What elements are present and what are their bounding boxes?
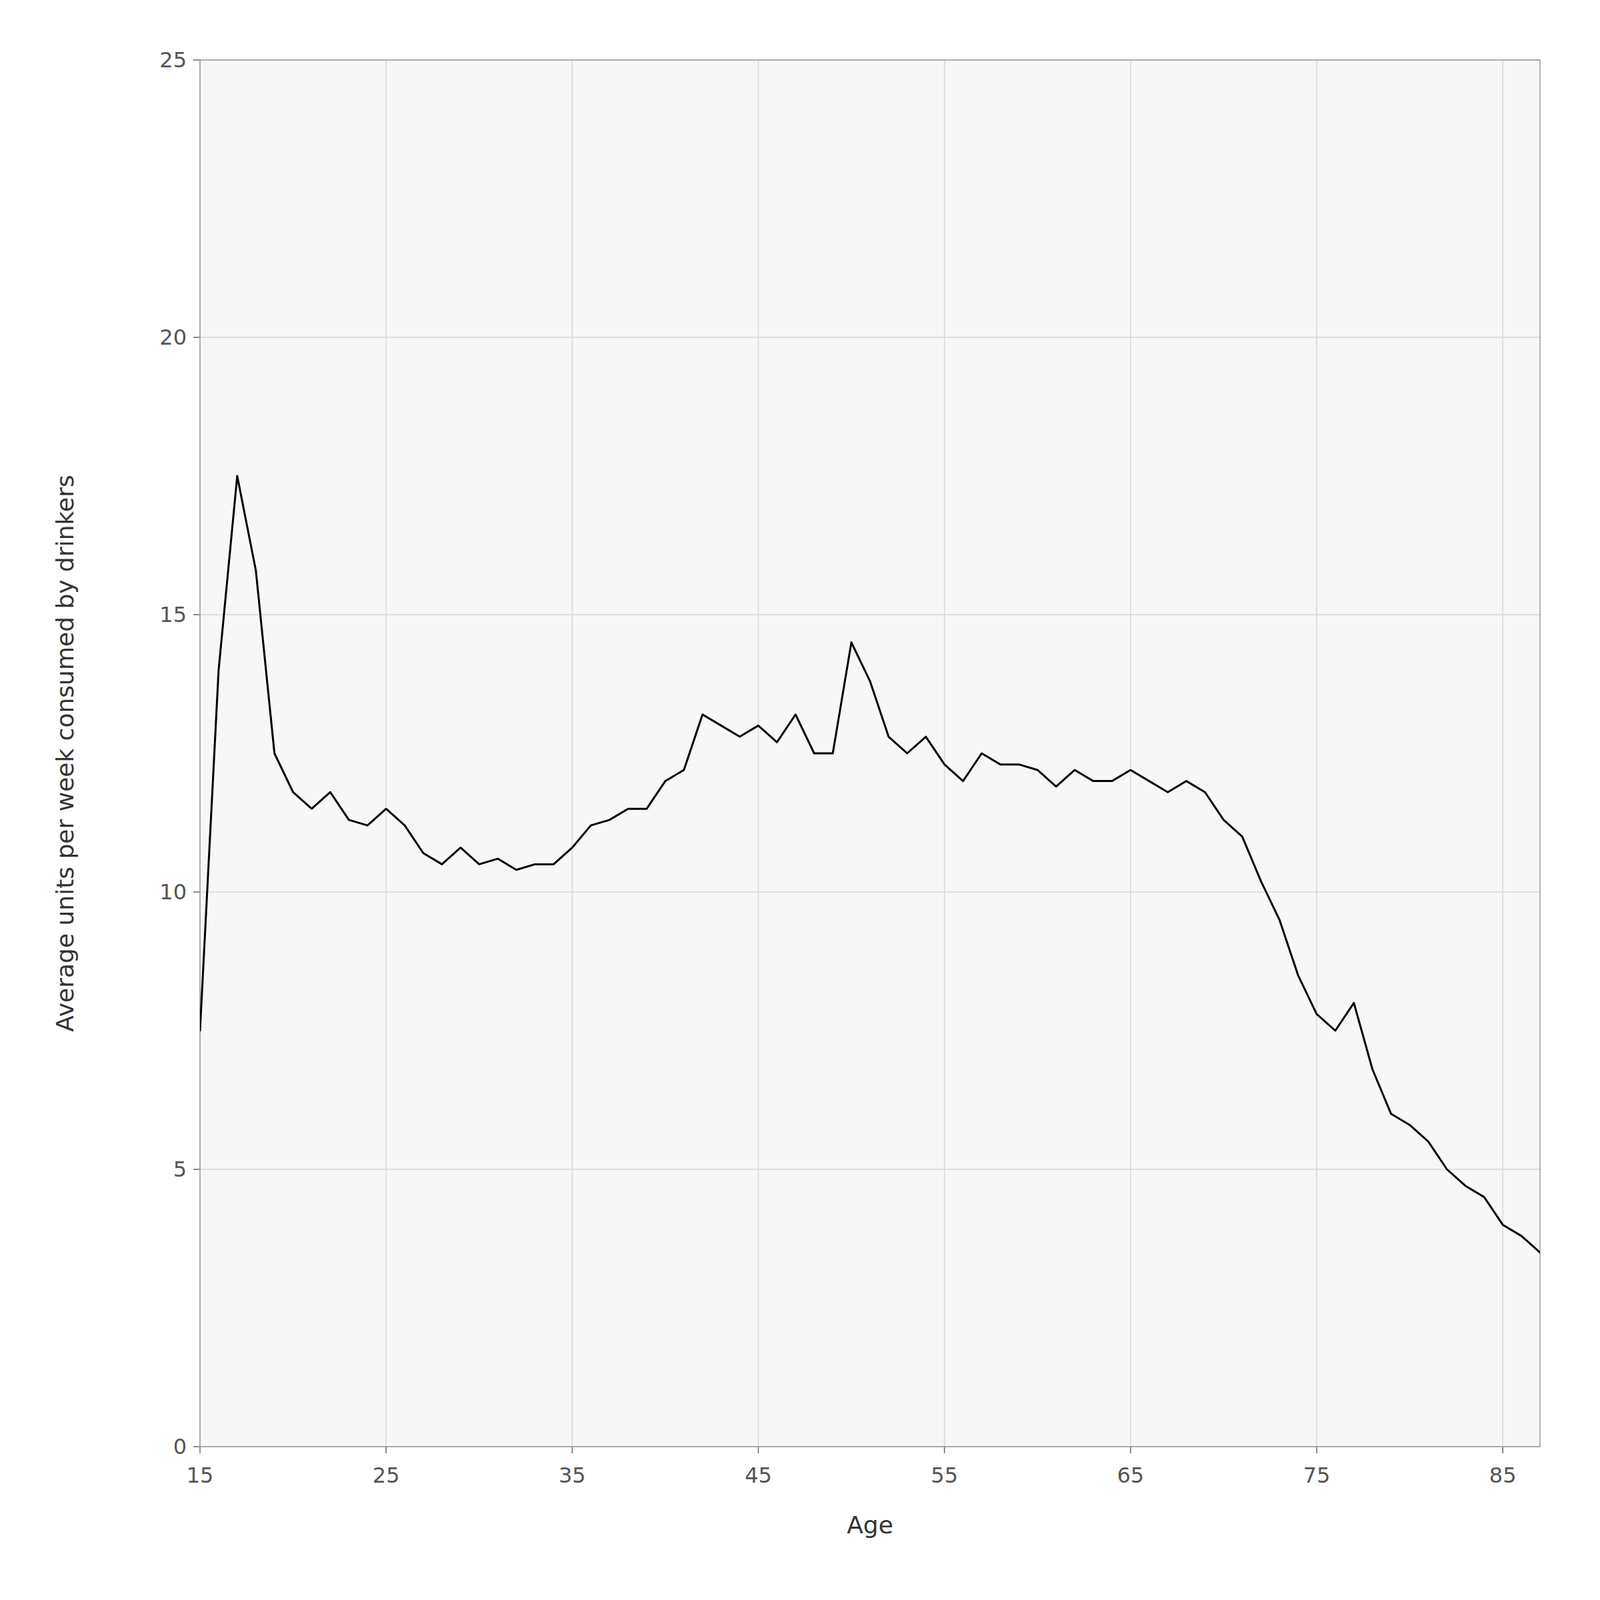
y-tick <box>193 614 200 616</box>
x-grid-line <box>944 60 946 1447</box>
y-tick <box>193 1446 200 1448</box>
plot-area <box>200 60 1540 1447</box>
x-tick-label: 25 <box>372 1462 400 1488</box>
x-grid-line <box>758 60 760 1447</box>
y-grid-line <box>200 336 1540 338</box>
x-tick <box>199 1446 201 1454</box>
x-tick <box>385 1446 387 1454</box>
y-grid-line <box>200 891 1540 893</box>
x-tick <box>1502 1446 1504 1454</box>
x-grid-line <box>1502 60 1504 1447</box>
y-tick-label: 20 <box>159 324 187 350</box>
y-axis-label: Average units per week consumed by drink… <box>51 474 79 1032</box>
y-tick-label: 10 <box>159 879 187 905</box>
x-axis-label: Age <box>846 1511 894 1539</box>
x-tick <box>1130 1446 1132 1454</box>
x-grid-line <box>385 60 387 1447</box>
y-tick-label: 15 <box>159 602 187 628</box>
grid <box>200 60 1540 1447</box>
x-tick-label: 15 <box>186 1462 214 1488</box>
x-tick <box>758 1446 760 1454</box>
x-tick <box>1316 1446 1318 1454</box>
x-tick <box>944 1446 946 1454</box>
x-grid-line <box>572 60 574 1447</box>
chart-svg: 15 25 35 45 55 65 75 85 0 5 10 15 20 25 Age Average uni… <box>0 0 1600 1600</box>
y-tick <box>193 891 200 893</box>
y-grid-line <box>200 614 1540 616</box>
y-tick <box>193 59 200 61</box>
x-tick-label: 75 <box>1303 1462 1331 1488</box>
x-grid-line <box>1130 60 1132 1447</box>
background <box>0 0 1600 1600</box>
y-tick-label: 5 <box>173 1156 187 1182</box>
y-tick-label: 0 <box>173 1434 187 1460</box>
series-group <box>200 476 1540 1253</box>
x-tick-label: 65 <box>1116 1462 1144 1488</box>
plot-frame <box>200 60 1540 1447</box>
x-tick-label: 35 <box>558 1462 586 1488</box>
x-tick-label: 55 <box>930 1462 958 1488</box>
y-grid-line <box>200 1168 1540 1170</box>
data-line <box>200 476 1540 1253</box>
y-tick <box>193 1168 200 1170</box>
y-tick-label: 25 <box>159 47 187 73</box>
x-tick <box>572 1446 574 1454</box>
x-tick-label: 45 <box>744 1462 772 1488</box>
x-grid-line <box>1316 60 1318 1447</box>
x-tick-label: 85 <box>1489 1462 1517 1488</box>
y-tick <box>193 336 200 338</box>
chart-container: 15 25 35 45 55 65 75 85 0 5 10 15 20 25 Age Average uni… <box>0 0 1600 1600</box>
